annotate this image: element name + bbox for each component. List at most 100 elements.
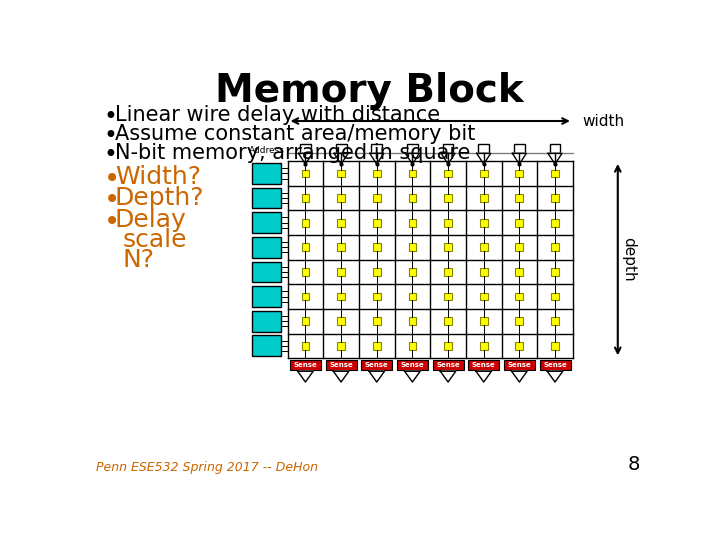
Bar [252, 212, 282, 233]
Bar [408, 268, 416, 276]
Bar [373, 219, 381, 226]
Bar [444, 194, 452, 202]
Bar [551, 170, 559, 177]
Bar [514, 144, 525, 153]
Bar [302, 244, 310, 251]
Text: N-bit memory, arranged in square: N-bit memory, arranged in square [114, 143, 470, 163]
Text: Sense: Sense [543, 362, 567, 368]
Text: Sense: Sense [400, 362, 424, 368]
Text: Sense: Sense [508, 362, 531, 368]
Text: Depth?: Depth? [114, 186, 204, 211]
Text: Sense: Sense [436, 362, 460, 368]
Polygon shape [477, 153, 490, 164]
Bar [302, 293, 310, 300]
Text: Sense: Sense [365, 362, 389, 368]
Text: Memory Block: Memory Block [215, 72, 523, 111]
Bar [516, 170, 523, 177]
Bar [444, 318, 452, 325]
Bar [252, 187, 282, 208]
Bar [300, 144, 311, 153]
Bar [252, 335, 282, 356]
Polygon shape [548, 153, 562, 164]
Bar [373, 244, 381, 251]
Bar [478, 144, 489, 153]
Bar [397, 361, 428, 370]
Text: Penn ESE532 Spring 2017 -- DeHon: Penn ESE532 Spring 2017 -- DeHon [96, 462, 318, 475]
Polygon shape [369, 372, 384, 382]
Text: depth: depth [621, 237, 636, 282]
Bar [337, 342, 345, 350]
Text: Sense: Sense [329, 362, 353, 368]
Bar [302, 170, 310, 177]
Text: Width?: Width? [114, 165, 201, 189]
Bar [302, 268, 310, 276]
Text: •: • [104, 105, 118, 129]
Bar [325, 361, 356, 370]
Bar [337, 219, 345, 226]
Text: •: • [104, 143, 118, 167]
Polygon shape [512, 372, 527, 382]
Bar [444, 268, 452, 276]
Bar [480, 170, 487, 177]
Bar [433, 361, 464, 370]
Bar [480, 268, 487, 276]
Bar [516, 342, 523, 350]
Bar [516, 244, 523, 251]
Bar [480, 342, 487, 350]
Polygon shape [513, 153, 526, 164]
Bar [373, 342, 381, 350]
Bar [516, 219, 523, 226]
Bar [373, 170, 381, 177]
Polygon shape [297, 372, 313, 382]
Bar [373, 293, 381, 300]
Bar [408, 342, 416, 350]
Bar [408, 318, 416, 325]
Bar [468, 361, 499, 370]
Bar [302, 194, 310, 202]
Bar [551, 194, 559, 202]
Bar [408, 244, 416, 251]
Bar [480, 194, 487, 202]
Text: Linear wire delay with distance: Linear wire delay with distance [114, 105, 440, 125]
Bar [337, 293, 345, 300]
Bar [549, 144, 560, 153]
Text: Delay: Delay [114, 208, 186, 232]
Bar [407, 144, 418, 153]
Bar [444, 219, 452, 226]
Polygon shape [299, 153, 312, 164]
Bar [551, 268, 559, 276]
Polygon shape [334, 153, 348, 164]
Bar [551, 244, 559, 251]
Bar [551, 342, 559, 350]
Bar [444, 342, 452, 350]
Text: •: • [104, 208, 120, 236]
Bar [337, 244, 345, 251]
Polygon shape [441, 372, 456, 382]
Bar [373, 318, 381, 325]
Polygon shape [441, 153, 455, 164]
Bar [336, 144, 346, 153]
Text: •: • [104, 124, 118, 148]
Bar [408, 170, 416, 177]
Bar [444, 244, 452, 251]
Bar [252, 261, 282, 282]
Text: scale: scale [122, 228, 187, 252]
Bar [373, 194, 381, 202]
Bar [443, 144, 454, 153]
Text: Address: Address [249, 146, 284, 154]
Text: 8: 8 [628, 455, 640, 475]
Polygon shape [333, 372, 349, 382]
Bar [551, 318, 559, 325]
Bar [408, 194, 416, 202]
Bar [290, 361, 321, 370]
Bar [516, 194, 523, 202]
Bar [480, 293, 487, 300]
Text: Sense: Sense [294, 362, 318, 368]
Polygon shape [405, 372, 420, 382]
Polygon shape [405, 153, 419, 164]
Text: N?: N? [122, 248, 155, 272]
Bar [504, 361, 535, 370]
Bar [516, 318, 523, 325]
Bar [337, 318, 345, 325]
Bar [337, 170, 345, 177]
